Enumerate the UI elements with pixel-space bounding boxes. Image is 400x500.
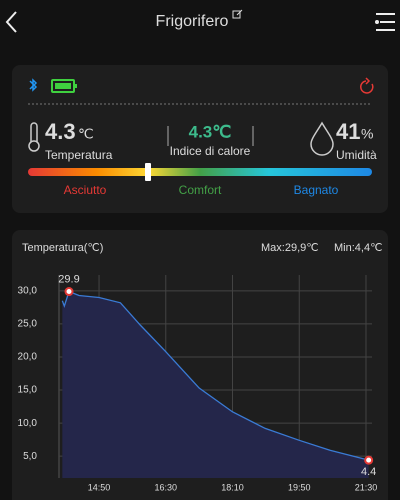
temperature-label: Temperatura — [45, 148, 113, 162]
header-title: Frigorifero — [156, 13, 229, 30]
edit-icon[interactable] — [232, 9, 243, 19]
thermometer-icon — [28, 122, 40, 152]
scale-slider — [145, 163, 151, 181]
min-marker — [364, 455, 374, 465]
menu-button[interactable] — [375, 13, 395, 31]
min-label: Min:4,4℃ — [334, 242, 382, 254]
x-tick-label: 14:50 — [88, 482, 111, 492]
refresh-button[interactable] — [360, 77, 374, 94]
max-marker — [64, 287, 74, 297]
y-tick-label: 15,0 — [18, 385, 38, 396]
min-value-label: 4.4 — [361, 466, 376, 478]
x-tick-label: 18:10 — [221, 482, 244, 492]
scale-label: Comfort — [179, 183, 222, 197]
chart-title: Temperatura(℃) — [22, 242, 103, 254]
bluetooth-icon — [29, 78, 38, 92]
x-tick-label: 21:30 — [355, 482, 378, 492]
y-tick-label: 20,0 — [18, 352, 38, 363]
max-label: Max:29,9℃ — [261, 242, 319, 254]
y-tick-label: 25,0 — [18, 319, 38, 330]
heat-index-value: 4.3℃ — [189, 122, 232, 141]
x-tick-label: 16:30 — [155, 482, 178, 492]
humidity-icon — [310, 121, 334, 156]
comfort-scale — [28, 168, 372, 176]
temperature-value: 4.3 — [45, 119, 76, 144]
y-tick-label: 5,0 — [23, 451, 37, 462]
area — [62, 291, 369, 478]
humidity-value: 41 — [336, 119, 360, 144]
humidity-unit: % — [361, 126, 373, 142]
humidity-label: Umidità — [336, 148, 377, 162]
scale-label: Asciutto — [64, 183, 107, 197]
scale-label: Bagnato — [294, 183, 339, 197]
heat-index-label: Indice di calore — [170, 144, 251, 158]
max-value-label: 29.9 — [58, 273, 79, 285]
battery-icon — [51, 79, 77, 93]
y-tick-label: 10,0 — [18, 418, 38, 429]
back-button[interactable] — [5, 11, 17, 33]
x-tick-label: 19:50 — [288, 482, 311, 492]
y-tick-label: 30,0 — [18, 286, 38, 297]
temperature-unit: ℃ — [78, 126, 94, 142]
